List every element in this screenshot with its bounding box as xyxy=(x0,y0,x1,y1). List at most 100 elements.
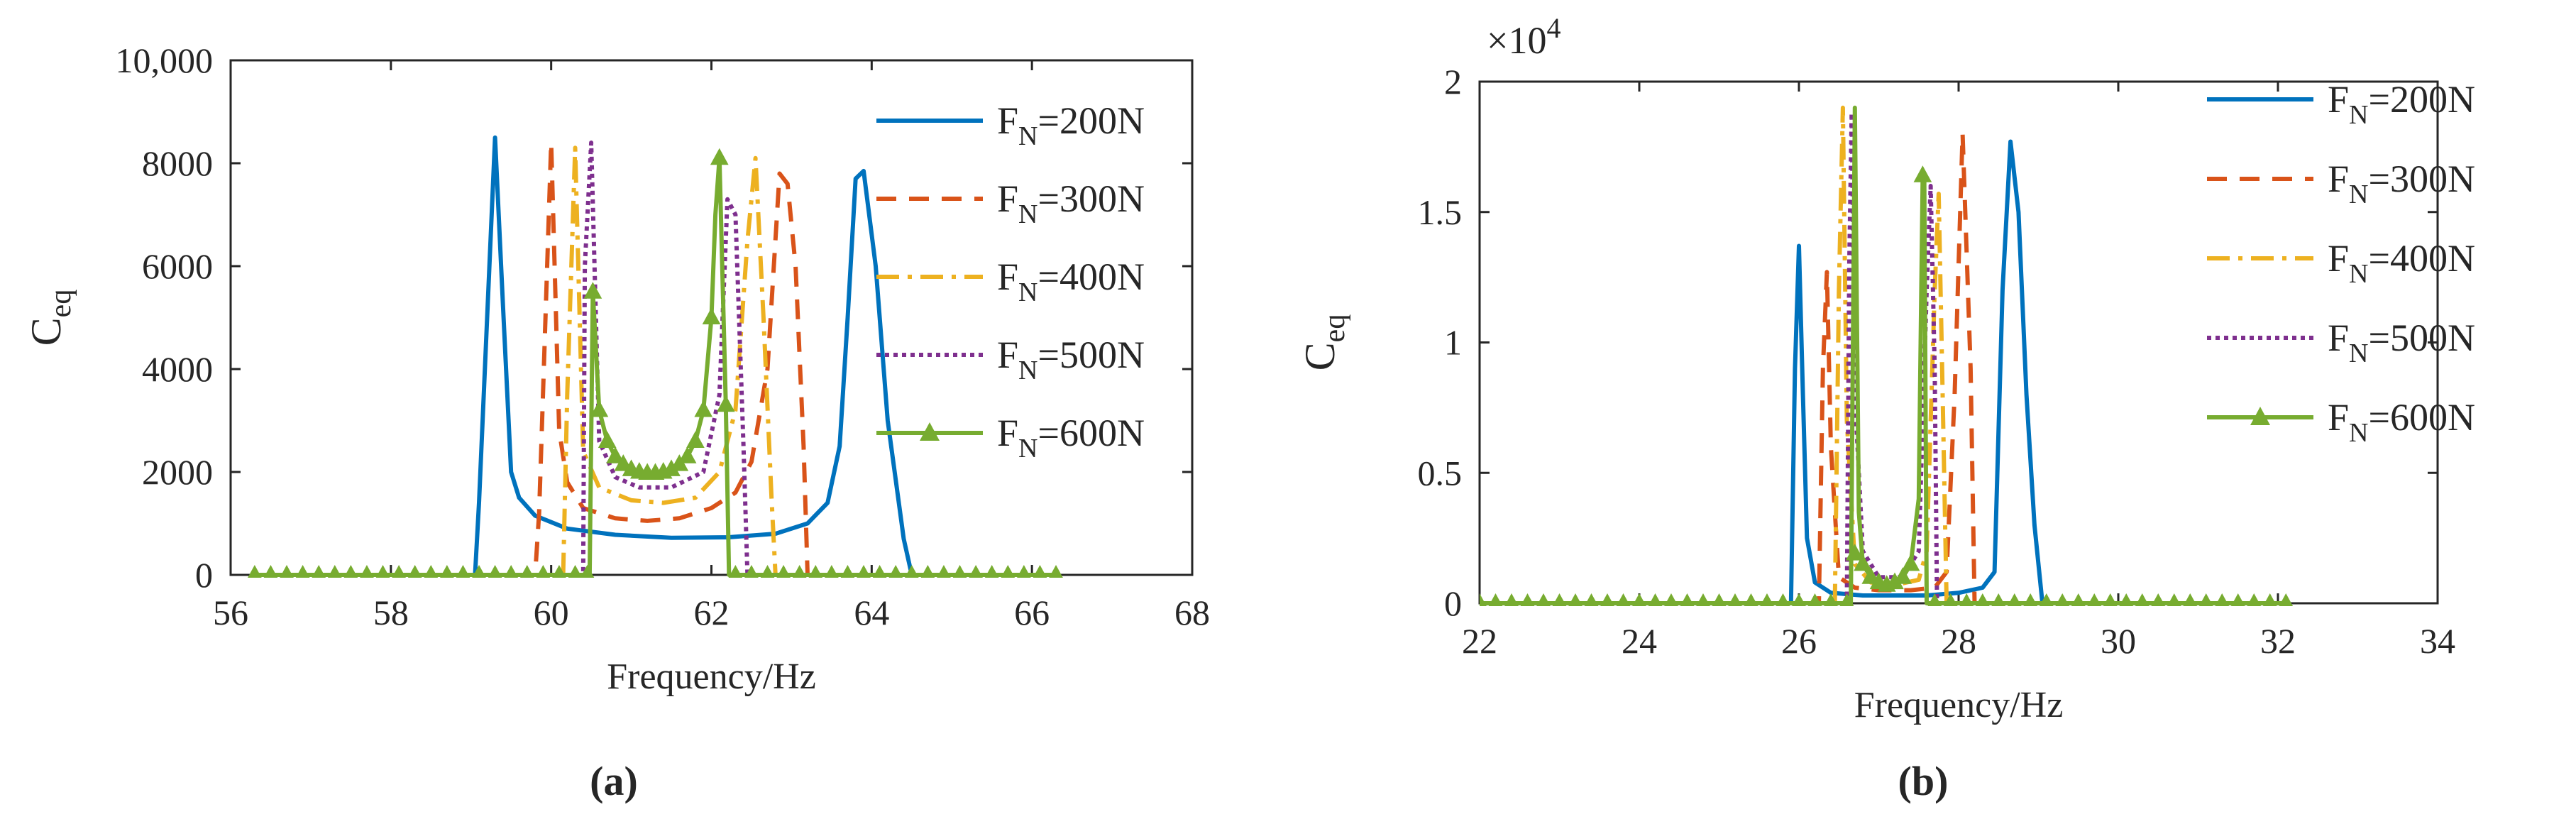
y-tick-label: 0 xyxy=(1444,583,1462,623)
series-marker xyxy=(488,564,502,578)
series-marker xyxy=(920,564,935,578)
legend: FN=200N FN=300N FN=400N FN=500N FN=600N xyxy=(2207,78,2475,448)
y-tick-label: 0.5 xyxy=(1418,453,1463,493)
series-group xyxy=(1480,105,2294,606)
series-marker xyxy=(440,564,454,578)
y-tick-label: 0 xyxy=(195,555,213,595)
series-marker xyxy=(2167,593,2181,606)
x-tick-label: 66 xyxy=(1014,593,1050,632)
series-marker xyxy=(1480,593,1487,606)
y-axis-label: Ceq xyxy=(23,290,77,346)
series-marker xyxy=(857,564,871,578)
series-marker xyxy=(424,564,439,578)
series-marker xyxy=(716,395,735,412)
series-marker xyxy=(1807,593,1822,606)
series-marker xyxy=(686,431,705,448)
series-marker xyxy=(1616,593,1631,606)
series-marker xyxy=(343,564,358,578)
series-marker xyxy=(1017,564,1031,578)
series-marker xyxy=(2087,593,2102,606)
series-marker xyxy=(1854,554,1872,571)
y-tick-label: 1 xyxy=(1444,323,1462,363)
x-tick-label: 62 xyxy=(694,593,730,632)
legend-marker xyxy=(920,422,940,441)
legend-label: FN=500N xyxy=(2328,317,2475,368)
series-marker xyxy=(1824,593,1838,606)
y-tick-label: 8000 xyxy=(142,143,213,183)
series-marker xyxy=(392,564,406,578)
x-tick-label: 30 xyxy=(2101,621,2136,661)
series-marker xyxy=(360,564,374,578)
series-marker xyxy=(728,564,743,578)
series-marker xyxy=(825,564,839,578)
x-tick-label: 24 xyxy=(1622,621,1657,661)
series-marker xyxy=(1488,593,1503,606)
y-tick-label: 2000 xyxy=(142,452,213,492)
series-marker xyxy=(1943,593,1958,606)
series-marker xyxy=(1975,593,1990,606)
panel-a: 56 58 60 62 64 66 68 0 2000 4000 6000 8000 10,000 Fre… xyxy=(23,40,1210,804)
series-line-2 xyxy=(1480,131,2286,605)
x-axis-label: Frequency/Hz xyxy=(1854,685,2064,725)
y-axis-label: Ceq xyxy=(1297,314,1351,371)
series-marker xyxy=(2151,593,2166,606)
legend-label: FN=400N xyxy=(997,256,1145,307)
series-marker xyxy=(1520,593,1535,606)
series-marker xyxy=(2135,593,2150,606)
series-marker xyxy=(2007,593,2022,606)
panel-label: (b) xyxy=(1898,758,1949,804)
series-marker xyxy=(504,564,519,578)
series-line-4 xyxy=(1480,111,2286,605)
series-marker xyxy=(808,564,823,578)
series-marker xyxy=(536,564,551,578)
series-marker xyxy=(1049,564,1063,578)
series-line-4 xyxy=(254,141,1056,577)
series-marker xyxy=(598,431,617,448)
series-marker xyxy=(937,564,951,578)
series-marker xyxy=(904,564,919,578)
series-marker xyxy=(1680,593,1695,606)
x-tick-label: 64 xyxy=(854,593,889,632)
series-marker xyxy=(606,446,624,463)
series-marker xyxy=(710,148,729,165)
series-line-3 xyxy=(1480,105,2286,605)
x-tick-label: 22 xyxy=(1462,621,1497,661)
series-marker xyxy=(407,564,422,578)
series-marker xyxy=(1033,564,1047,578)
series-line-3 xyxy=(254,145,1056,577)
series-marker xyxy=(2023,593,2038,606)
series-marker xyxy=(2119,593,2134,606)
series-group xyxy=(248,135,1063,578)
series-marker xyxy=(280,564,294,578)
series-marker xyxy=(2262,593,2277,606)
series-marker xyxy=(1901,554,1920,571)
series-marker xyxy=(1845,544,1864,561)
series-marker xyxy=(1913,165,1932,182)
series-marker xyxy=(1632,593,1646,606)
series-marker xyxy=(1728,593,1742,606)
series-marker xyxy=(519,564,534,578)
legend-label: FN=300N xyxy=(997,177,1145,229)
series-marker xyxy=(2071,593,2086,606)
legend-label: FN=400N xyxy=(2328,237,2475,289)
legend-label: FN=600N xyxy=(2328,396,2475,448)
series-marker xyxy=(1001,564,1015,578)
series-marker xyxy=(702,307,721,324)
legend-marker xyxy=(2250,407,2270,425)
series-marker xyxy=(1552,593,1567,606)
series-marker xyxy=(984,564,999,578)
series-marker xyxy=(2247,593,2262,606)
series-marker xyxy=(590,400,609,417)
series-marker xyxy=(840,564,855,578)
legend: FN=200N FN=300N FN=400N FN=500N FN=600N xyxy=(876,99,1145,463)
series-marker xyxy=(2183,593,2198,606)
y-tick-label: 6000 xyxy=(142,246,213,286)
series-marker xyxy=(568,564,583,578)
series-marker xyxy=(2039,593,2054,606)
x-tick-label: 32 xyxy=(2260,621,2296,661)
series-marker xyxy=(248,564,262,578)
series-line-2 xyxy=(254,141,1056,577)
y-tick-label: 2 xyxy=(1444,62,1462,101)
series-marker xyxy=(952,564,967,578)
